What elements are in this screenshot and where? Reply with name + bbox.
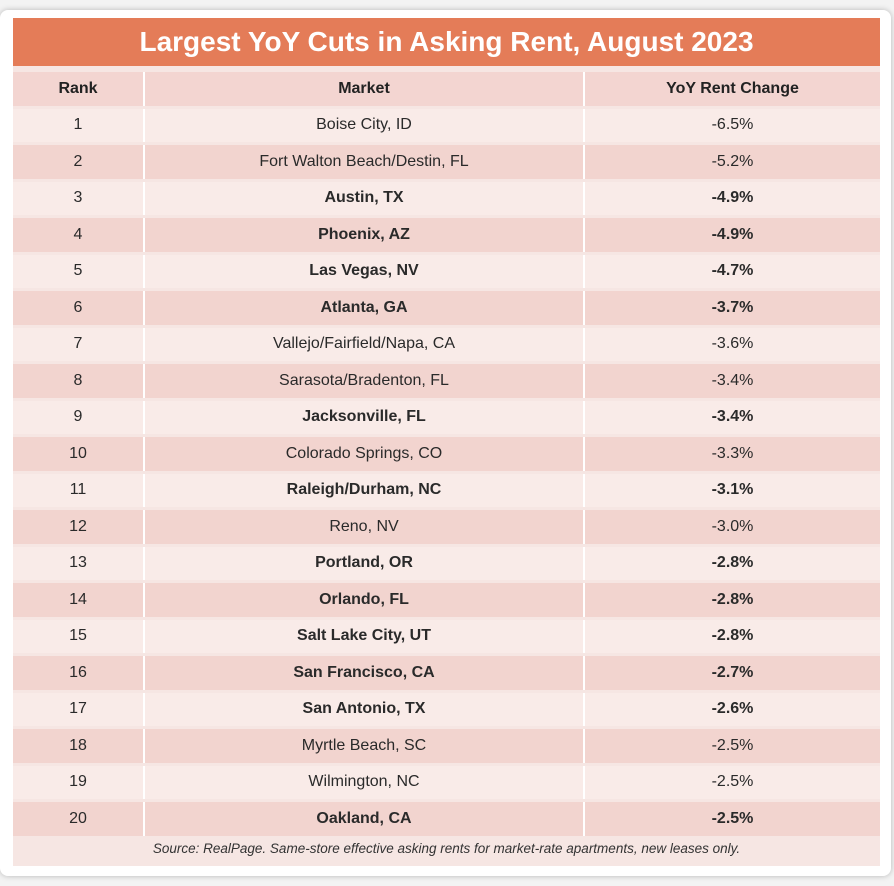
rank-cell: 13 bbox=[13, 546, 145, 580]
market-cell: Reno, NV bbox=[145, 510, 585, 544]
market-cell: San Antonio, TX bbox=[145, 692, 585, 726]
change-cell: -3.0% bbox=[585, 510, 880, 544]
header-change: YoY Rent Change bbox=[585, 72, 880, 106]
table-row: 10 Colorado Springs, CO -3.3% bbox=[13, 437, 880, 471]
market-cell: Portland, OR bbox=[145, 546, 585, 580]
table-row: 4 Phoenix, AZ -4.9% bbox=[13, 218, 880, 252]
table-row: 6 Atlanta, GA -3.7% bbox=[13, 291, 880, 325]
change-cell: -3.1% bbox=[585, 473, 880, 507]
rent-cuts-card: Largest YoY Cuts in Asking Rent, August … bbox=[13, 18, 880, 866]
rank-cell: 12 bbox=[13, 510, 145, 544]
table-row: 5 Las Vegas, NV -4.7% bbox=[13, 254, 880, 288]
change-cell: -2.8% bbox=[585, 619, 880, 653]
table-body: 1 Boise City, ID -6.5% 2 Fort Walton Beach/D… bbox=[13, 108, 880, 836]
image-frame: Largest YoY Cuts in Asking Rent, August … bbox=[0, 10, 891, 876]
rank-cell: 9 bbox=[13, 400, 145, 434]
change-cell: -2.6% bbox=[585, 692, 880, 726]
table-row: 7 Vallejo/Fairfield/Napa, CA -3.6% bbox=[13, 327, 880, 361]
rank-cell: 15 bbox=[13, 619, 145, 653]
change-cell: -6.5% bbox=[585, 108, 880, 142]
table-row: 2 Fort Walton Beach/Destin, FL -5.2% bbox=[13, 145, 880, 179]
market-cell: San Francisco, CA bbox=[145, 656, 585, 690]
rank-cell: 19 bbox=[13, 765, 145, 799]
change-cell: -2.5% bbox=[585, 765, 880, 799]
market-cell: Austin, TX bbox=[145, 181, 585, 215]
table-title: Largest YoY Cuts in Asking Rent, August … bbox=[13, 18, 880, 66]
rank-cell: 16 bbox=[13, 656, 145, 690]
change-cell: -3.7% bbox=[585, 291, 880, 325]
market-cell: Colorado Springs, CO bbox=[145, 437, 585, 471]
table-row: 13 Portland, OR -2.8% bbox=[13, 546, 880, 580]
change-cell: -2.5% bbox=[585, 802, 880, 836]
table-row: 1 Boise City, ID -6.5% bbox=[13, 108, 880, 142]
table-row: 18 Myrtle Beach, SC -2.5% bbox=[13, 729, 880, 763]
table-row: 12 Reno, NV -3.0% bbox=[13, 510, 880, 544]
table-row: 15 Salt Lake City, UT -2.8% bbox=[13, 619, 880, 653]
source-note: Source: RealPage. Same-store effective a… bbox=[152, 841, 741, 856]
change-cell: -3.3% bbox=[585, 437, 880, 471]
market-cell: Vallejo/Fairfield/Napa, CA bbox=[145, 327, 585, 361]
table-row: 20 Oakland, CA -2.5% bbox=[13, 802, 880, 836]
change-cell: -2.7% bbox=[585, 656, 880, 690]
market-cell: Wilmington, NC bbox=[145, 765, 585, 799]
market-cell: Phoenix, AZ bbox=[145, 218, 585, 252]
change-cell: -4.9% bbox=[585, 218, 880, 252]
market-cell: Jacksonville, FL bbox=[145, 400, 585, 434]
rank-cell: 7 bbox=[13, 327, 145, 361]
change-cell: -2.5% bbox=[585, 729, 880, 763]
table-row: 17 San Antonio, TX -2.6% bbox=[13, 692, 880, 726]
rank-cell: 17 bbox=[13, 692, 145, 726]
rent-cuts-table: Rank Market YoY Rent Change 1 Boise City,… bbox=[13, 69, 880, 839]
rank-cell: 6 bbox=[13, 291, 145, 325]
market-cell: Salt Lake City, UT bbox=[145, 619, 585, 653]
market-cell: Boise City, ID bbox=[145, 108, 585, 142]
rank-cell: 1 bbox=[13, 108, 145, 142]
change-cell: -2.8% bbox=[585, 583, 880, 617]
table-row: 19 Wilmington, NC -2.5% bbox=[13, 765, 880, 799]
change-cell: -3.4% bbox=[585, 400, 880, 434]
table-row: 16 San Francisco, CA -2.7% bbox=[13, 656, 880, 690]
market-cell: Raleigh/Durham, NC bbox=[145, 473, 585, 507]
rank-cell: 11 bbox=[13, 473, 145, 507]
market-cell: Myrtle Beach, SC bbox=[145, 729, 585, 763]
market-cell: Las Vegas, NV bbox=[145, 254, 585, 288]
rank-cell: 2 bbox=[13, 145, 145, 179]
change-cell: -4.7% bbox=[585, 254, 880, 288]
change-cell: -3.6% bbox=[585, 327, 880, 361]
table-row: 3 Austin, TX -4.9% bbox=[13, 181, 880, 215]
change-cell: -4.9% bbox=[585, 181, 880, 215]
rank-cell: 8 bbox=[13, 364, 145, 398]
change-cell: -3.4% bbox=[585, 364, 880, 398]
change-cell: -2.8% bbox=[585, 546, 880, 580]
rank-cell: 14 bbox=[13, 583, 145, 617]
market-cell: Fort Walton Beach/Destin, FL bbox=[145, 145, 585, 179]
market-cell: Sarasota/Bradenton, FL bbox=[145, 364, 585, 398]
table-row: 11 Raleigh/Durham, NC -3.1% bbox=[13, 473, 880, 507]
change-cell: -5.2% bbox=[585, 145, 880, 179]
rank-cell: 20 bbox=[13, 802, 145, 836]
header-market: Market bbox=[145, 72, 585, 106]
table-header-row: Rank Market YoY Rent Change bbox=[13, 72, 880, 106]
market-cell: Oakland, CA bbox=[145, 802, 585, 836]
rank-cell: 5 bbox=[13, 254, 145, 288]
rank-cell: 4 bbox=[13, 218, 145, 252]
table-row: 8 Sarasota/Bradenton, FL -3.4% bbox=[13, 364, 880, 398]
table-row: 14 Orlando, FL -2.8% bbox=[13, 583, 880, 617]
rank-cell: 18 bbox=[13, 729, 145, 763]
market-cell: Atlanta, GA bbox=[145, 291, 585, 325]
table-row: 9 Jacksonville, FL -3.4% bbox=[13, 400, 880, 434]
header-rank: Rank bbox=[13, 72, 145, 106]
rank-cell: 10 bbox=[13, 437, 145, 471]
market-cell: Orlando, FL bbox=[145, 583, 585, 617]
rank-cell: 3 bbox=[13, 181, 145, 215]
